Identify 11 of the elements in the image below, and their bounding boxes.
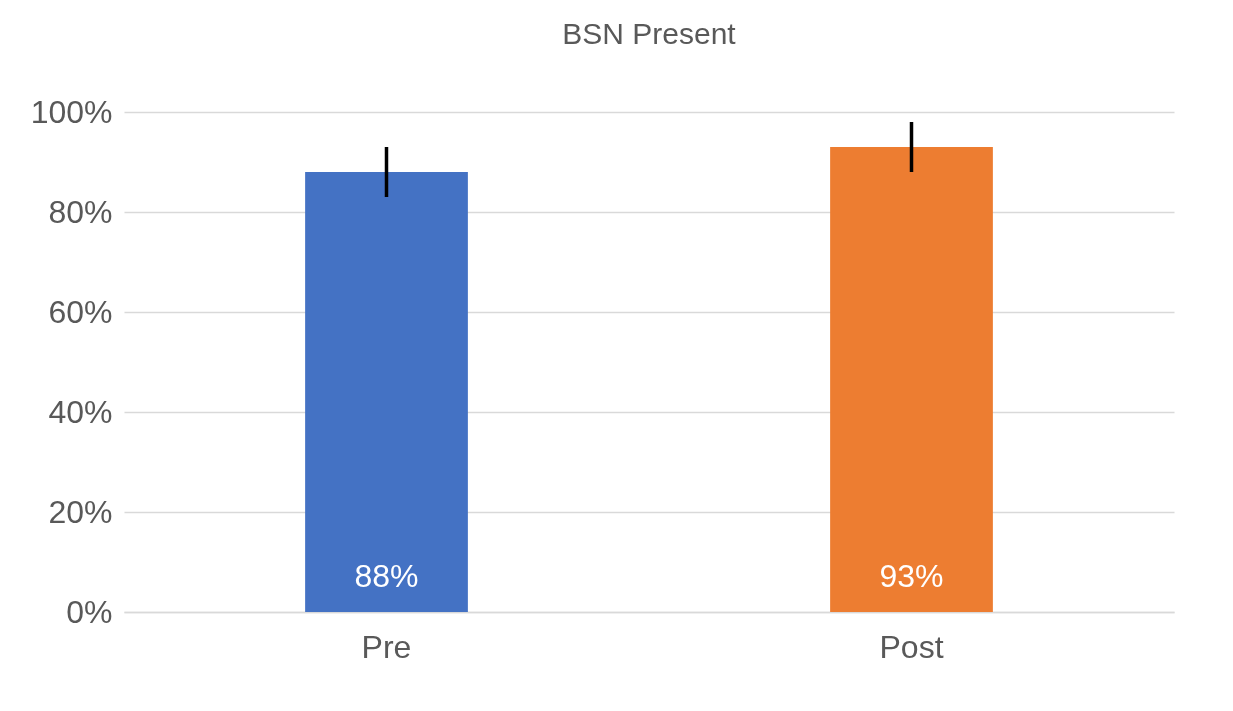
y-tick-label: 20% <box>48 493 113 530</box>
data-label: 88% <box>354 558 419 594</box>
chart-title: BSN Present <box>562 17 737 50</box>
y-tick-label: 60% <box>48 293 113 330</box>
x-tick-label: Pre <box>361 628 412 665</box>
y-tick-label: 40% <box>48 393 113 430</box>
y-tick-label: 80% <box>48 193 113 230</box>
y-tick-label: 0% <box>66 593 113 630</box>
y-tick-label: 100% <box>30 93 113 130</box>
x-tick-label: Post <box>879 628 944 665</box>
data-label: 93% <box>879 558 944 594</box>
